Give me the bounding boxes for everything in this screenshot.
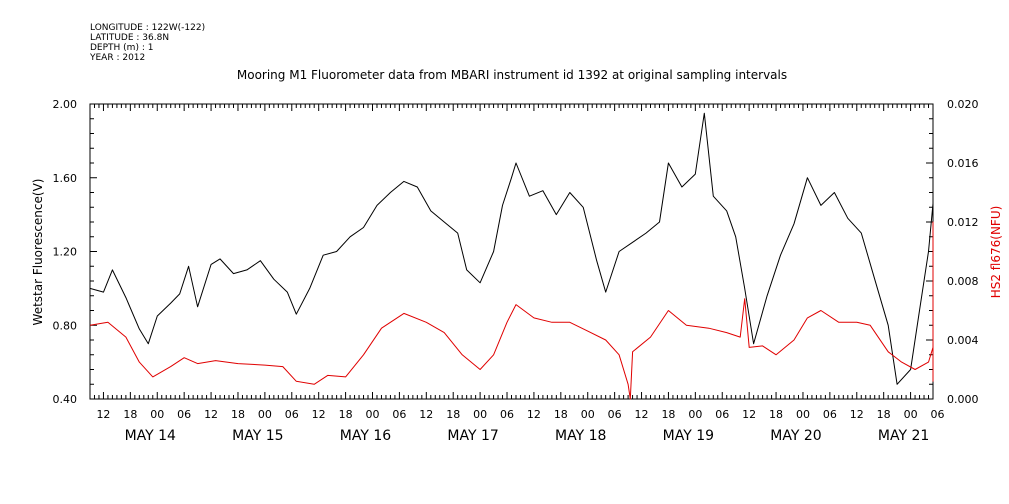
x-hour-tick-label: 00 [688, 408, 702, 421]
x-hour-tick-label: 06 [823, 408, 837, 421]
y-right-tick-label: 0.000 [947, 393, 979, 406]
x-hour-tick-label: 12 [419, 408, 433, 421]
x-hour-tick-label: 18 [446, 408, 460, 421]
series-line-wetstar [89, 112, 934, 385]
x-hour-tick-label: 00 [904, 408, 918, 421]
x-day-label: MAY 18 [555, 428, 606, 444]
y-left-tick-label: 2.00 [53, 98, 78, 111]
plot-frame [89, 103, 934, 400]
y-right-tick-label: 0.008 [947, 275, 979, 288]
x-day-label: MAY 17 [447, 428, 498, 444]
x-day-labels: MAY 14 MAY 15 MAY 16 MAY 17 MAY 18 MAY 19 MAY … [125, 428, 930, 444]
x-hour-tick-label: 06 [608, 408, 622, 421]
y-left-axis-label: Wetstar Fluorescence(V) [31, 179, 45, 326]
x-hour-tick-label: 06 [500, 408, 514, 421]
x-hour-tick-label: 00 [796, 408, 810, 421]
chart-title: Mooring M1 Fluorometer data from MBARI i… [237, 68, 787, 82]
meta-depth: DEPTH (m) : 1 [90, 43, 153, 53]
x-hour-tick-label: 12 [850, 408, 864, 421]
x-hour-tick-label: 18 [231, 408, 245, 421]
x-hour-tick-label: 06 [715, 408, 729, 421]
x-hour-tick-label: 18 [661, 408, 675, 421]
meta-year: YEAR : 2012 [89, 53, 145, 63]
x-hour-tick-label: 06 [177, 408, 191, 421]
meta-longitude: LONGITUDE : 122W(-122) [90, 23, 205, 33]
x-hour-tick-label: 18 [123, 408, 137, 421]
x-hour-tick-label: 12 [742, 408, 756, 421]
x-hour-tick-labels: 12 18 00 06 12 18 00 06 12 18 00 06 12 18 00 06 12 18 00 06… [96, 408, 944, 421]
x-day-label: MAY 21 [878, 428, 929, 444]
x-hour-tick-label: 18 [877, 408, 891, 421]
x-day-label: MAY 19 [663, 428, 714, 444]
y-left-tick-label: 1.60 [53, 172, 78, 185]
series-line-hs2-fl676 [89, 221, 934, 400]
x-hour-tick-label: 18 [339, 408, 353, 421]
x-hour-tick-label: 06 [392, 408, 406, 421]
x-hour-tick-label: 12 [312, 408, 326, 421]
y-right-tick-label: 0.020 [947, 98, 979, 111]
y-left-tick-label: 0.40 [53, 393, 78, 406]
x-hour-tick-label: 12 [96, 408, 110, 421]
x-hour-tick-label: 00 [365, 408, 379, 421]
x-hour-tick-label: 12 [527, 408, 541, 421]
y-right-axis-label: HS2 fl676(NFU) [989, 206, 1003, 299]
meta-latitude: LATITUDE : 36.8N [90, 33, 169, 43]
x-hour-tick-label: 00 [150, 408, 164, 421]
x-hour-tick-label: 00 [581, 408, 595, 421]
y-left-tick-label: 0.80 [53, 319, 78, 332]
metadata-block: LONGITUDE : 122W(-122) LATITUDE : 36.8N … [89, 23, 205, 63]
x-hour-tick-label: 00 [258, 408, 272, 421]
y-right-tick-label: 0.016 [947, 157, 979, 170]
y-right-tick-label: 0.004 [947, 334, 979, 347]
x-hour-tick-label: 12 [204, 408, 218, 421]
y-right-tick-label: 0.012 [947, 216, 979, 229]
x-day-label: MAY 14 [125, 428, 176, 444]
x-hour-tick-label: 06 [930, 408, 944, 421]
y-right-tick-labels: 0.000 0.004 0.008 0.012 0.016 0.020 [947, 98, 979, 406]
x-hour-tick-label: 12 [635, 408, 649, 421]
y-left-tick-labels: 0.40 0.80 1.20 1.60 2.00 [53, 98, 78, 406]
x-hour-tick-label: 06 [285, 408, 299, 421]
y-left-tick-label: 1.20 [53, 246, 78, 259]
axis-ticks [89, 103, 934, 400]
x-day-label: MAY 20 [770, 428, 821, 444]
x-day-label: MAY 15 [232, 428, 283, 444]
x-hour-tick-label: 18 [554, 408, 568, 421]
x-hour-tick-label: 00 [473, 408, 487, 421]
x-hour-tick-label: 18 [769, 408, 783, 421]
x-day-label: MAY 16 [340, 428, 391, 444]
series-group [89, 112, 934, 400]
